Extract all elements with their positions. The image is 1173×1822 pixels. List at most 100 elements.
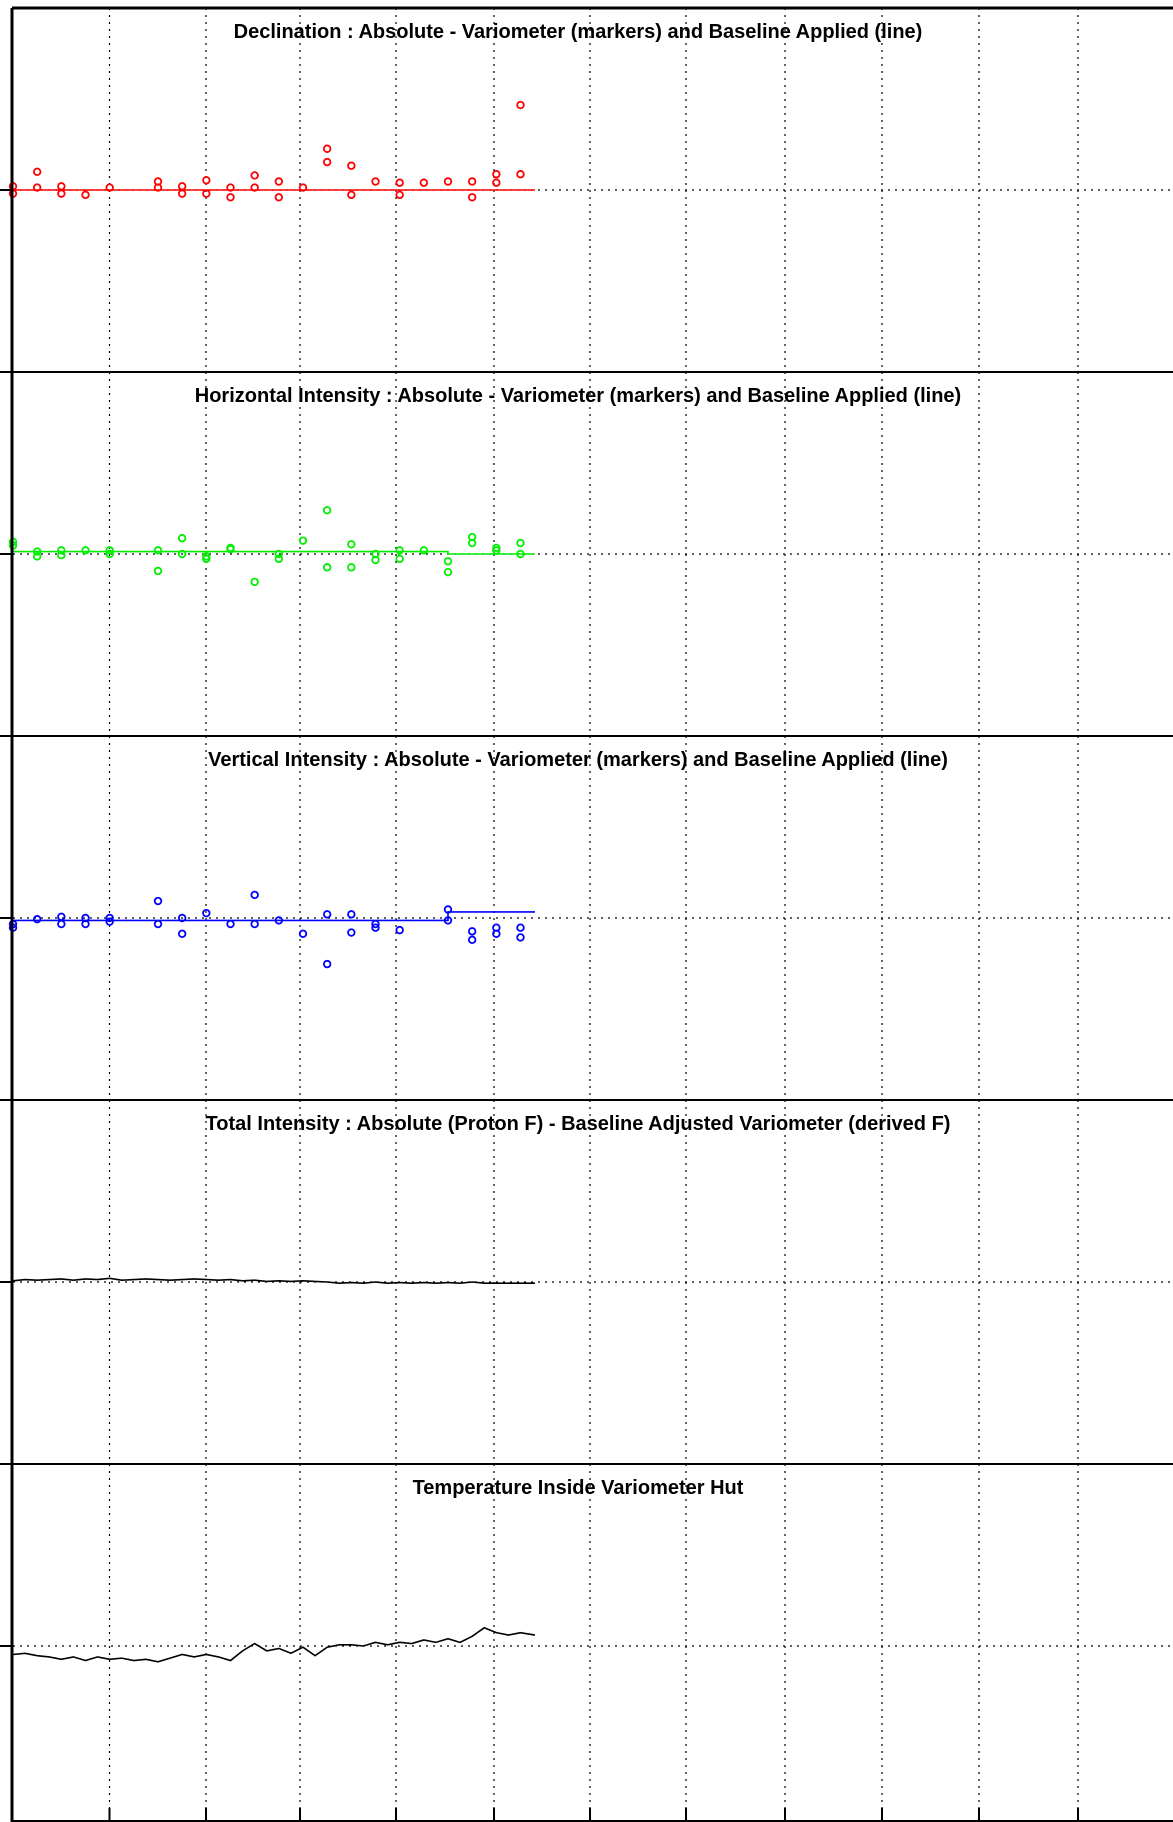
data-marker xyxy=(177,913,187,923)
data-marker xyxy=(226,183,235,192)
data-marker xyxy=(516,170,525,179)
data-marker xyxy=(395,190,404,200)
data-marker xyxy=(371,919,380,929)
data-marker xyxy=(347,540,356,549)
data-marker xyxy=(467,538,477,548)
data-marker xyxy=(516,923,525,932)
data-marker xyxy=(32,167,42,176)
data-marker xyxy=(202,552,211,561)
data-marker xyxy=(274,554,284,564)
panel-title: Vertical Intensity : Absolute - Variomet… xyxy=(208,749,948,771)
data-marker xyxy=(250,890,259,900)
data-marker xyxy=(347,910,356,919)
data-marker xyxy=(153,896,163,906)
data-marker xyxy=(322,959,332,969)
panel-2: Horizontal Intensity : Absolute - Variom… xyxy=(0,371,1173,736)
data-marker xyxy=(371,177,380,186)
data-marker xyxy=(467,193,477,202)
data-marker xyxy=(467,177,477,186)
data-marker xyxy=(516,933,525,942)
data-marker xyxy=(395,546,404,555)
panel-1: Declination : Absolute - Variometer (mar… xyxy=(0,8,1173,372)
data-marker xyxy=(371,923,380,932)
data-marker xyxy=(298,536,308,545)
series-line xyxy=(12,1626,536,1663)
data-marker xyxy=(492,923,501,932)
data-marker xyxy=(395,178,404,187)
panel-3: Vertical Intensity : Absolute - Variomet… xyxy=(0,735,1173,1100)
data-marker xyxy=(57,919,66,929)
panel-title: Temperature Inside Variometer Hut xyxy=(413,1477,744,1499)
data-marker xyxy=(492,546,501,555)
data-marker xyxy=(32,183,42,192)
data-marker xyxy=(177,534,187,543)
data-marker xyxy=(274,193,284,202)
data-marker xyxy=(274,916,284,925)
data-marker xyxy=(371,555,380,565)
data-marker xyxy=(298,183,308,192)
data-marker xyxy=(57,551,66,560)
data-marker xyxy=(322,144,332,153)
data-marker xyxy=(32,552,42,561)
data-marker xyxy=(226,193,235,202)
data-marker xyxy=(177,189,187,198)
data-marker xyxy=(443,916,453,925)
data-marker xyxy=(153,177,163,186)
data-marker xyxy=(322,563,332,572)
baseline-line xyxy=(13,911,535,922)
panel-4: Total Intensity : Absolute (Proton F) - … xyxy=(0,1099,1173,1464)
data-marker xyxy=(32,915,42,924)
data-marker xyxy=(57,182,66,191)
data-marker xyxy=(202,176,211,185)
data-marker xyxy=(105,913,114,923)
panel-title: Total Intensity : Absolute (Proton F) - … xyxy=(206,1113,951,1135)
data-marker xyxy=(153,919,163,929)
data-marker xyxy=(443,568,453,577)
data-marker xyxy=(250,183,259,192)
panel-title: Declination : Absolute - Variometer (mar… xyxy=(234,21,923,43)
data-marker xyxy=(250,577,259,587)
data-marker xyxy=(153,566,163,576)
data-marker xyxy=(347,190,356,200)
data-marker xyxy=(81,190,90,200)
data-marker xyxy=(57,912,66,921)
data-marker xyxy=(177,182,187,191)
data-marker xyxy=(322,910,332,919)
data-marker xyxy=(250,171,259,180)
data-marker xyxy=(516,549,525,559)
data-marker xyxy=(347,161,356,170)
data-marker xyxy=(81,919,90,929)
data-marker xyxy=(57,546,66,555)
data-marker xyxy=(202,908,211,918)
data-marker xyxy=(516,538,525,548)
data-marker xyxy=(443,905,453,914)
series-line xyxy=(12,1277,535,1285)
data-marker xyxy=(443,557,453,566)
data-marker xyxy=(105,546,114,555)
data-marker xyxy=(443,177,453,186)
data-marker xyxy=(274,549,284,559)
data-marker xyxy=(347,563,356,572)
data-marker xyxy=(250,919,259,929)
data-marker xyxy=(105,917,114,926)
data-marker xyxy=(298,929,308,938)
data-marker xyxy=(81,546,90,555)
data-marker xyxy=(347,928,356,937)
data-marker xyxy=(419,546,429,555)
data-marker xyxy=(395,925,404,935)
data-marker xyxy=(202,189,211,198)
data-marker xyxy=(226,919,235,929)
data-marker xyxy=(105,549,114,559)
data-marker xyxy=(177,929,187,938)
data-marker xyxy=(419,178,429,187)
panel-title: Horizontal Intensity : Absolute - Variom… xyxy=(195,385,961,407)
panel-5: Temperature Inside Variometer Hut xyxy=(0,1463,1173,1822)
data-marker xyxy=(322,506,332,515)
data-marker xyxy=(516,100,525,110)
data-marker xyxy=(322,157,332,167)
data-marker xyxy=(177,549,187,559)
data-marker xyxy=(492,170,501,179)
data-marker xyxy=(492,178,501,187)
data-marker xyxy=(467,927,477,936)
